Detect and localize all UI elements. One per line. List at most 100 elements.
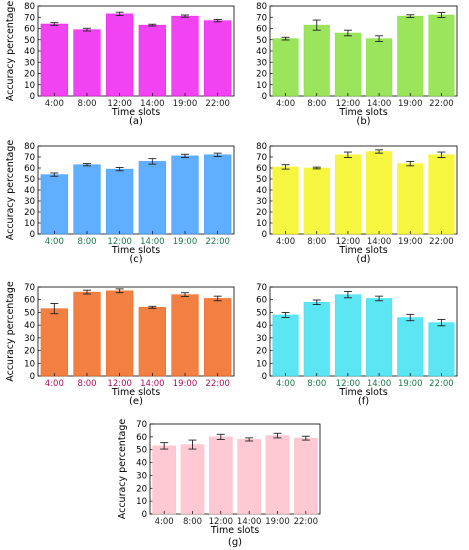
- x-tick-label: 22:00: [294, 517, 319, 527]
- x-tick-label: 4:00: [276, 237, 295, 247]
- axes-frame: [37, 286, 235, 377]
- y-tick-label: 20: [24, 347, 35, 357]
- bar-5: [265, 435, 290, 515]
- x-tick-label: 14:00: [140, 237, 165, 247]
- y-axis-label: Accuracy percentage: [5, 140, 16, 241]
- bar-6: [204, 20, 232, 97]
- x-tick-label: 4:00: [45, 99, 64, 109]
- chart-panel-5: 0 10 20 30 40 50 60 70 4:00 8:00 12:00 14:00 19:00 22…: [5, 281, 235, 407]
- y-tick-label: 60: [256, 164, 267, 174]
- x-tick-label: 12:00: [336, 99, 361, 109]
- y-axis-label: Accuracy percentage: [5, 1, 16, 102]
- bar-2: [73, 291, 101, 377]
- x-tick-label: 22:00: [205, 379, 230, 389]
- bar-4: [237, 439, 262, 515]
- y-tick-label: 0: [262, 92, 267, 102]
- y-tick-label: 80: [256, 2, 267, 12]
- y-tick-label: 70: [24, 153, 35, 163]
- bar-1: [40, 308, 68, 377]
- bar-5: [171, 15, 199, 97]
- bar-3: [334, 32, 361, 97]
- y-tick-label: 50: [24, 36, 35, 46]
- bar-5: [397, 163, 424, 235]
- y-tick-label: 60: [136, 433, 147, 443]
- x-tick-label: 22:00: [429, 237, 454, 247]
- y-tick-label: 50: [24, 175, 35, 185]
- x-tick-label: 12:00: [107, 379, 132, 389]
- x-tick-label: 12:00: [336, 379, 361, 389]
- x-tick-label: 8:00: [183, 517, 202, 527]
- x-axis-label: Time slots: [111, 387, 160, 398]
- y-tick-label: 60: [24, 296, 35, 306]
- bar-1: [272, 314, 299, 377]
- y-tick-label: 20: [256, 208, 267, 218]
- x-axis-label: Time slots: [210, 525, 259, 536]
- bar-2: [303, 167, 330, 235]
- y-tick-label: 70: [24, 13, 35, 23]
- bar-6: [204, 154, 232, 235]
- x-tick-label: 12:00: [209, 517, 234, 527]
- bar-5: [171, 155, 199, 235]
- x-tick-label: 4:00: [155, 517, 174, 527]
- y-tick-label: 10: [256, 359, 267, 369]
- y-tick-label: 20: [256, 347, 267, 357]
- y-tick-label: 30: [24, 58, 35, 68]
- y-tick-label: 0: [262, 372, 267, 382]
- bar-2: [73, 164, 101, 235]
- y-tick-label: 50: [24, 308, 35, 318]
- x-tick-label: 14:00: [140, 99, 165, 109]
- x-tick-label: 19:00: [398, 99, 423, 109]
- y-tick-label: 40: [24, 186, 35, 196]
- bar-3: [334, 154, 361, 235]
- y-tick-label: 70: [256, 13, 267, 23]
- bar-6: [428, 322, 455, 377]
- x-tick-label: 19:00: [173, 99, 198, 109]
- bar-1: [272, 166, 299, 235]
- x-tick-label: 14:00: [367, 379, 392, 389]
- y-tick-label: 40: [24, 47, 35, 57]
- x-tick-label: 22:00: [205, 237, 230, 247]
- y-tick-label: 50: [256, 36, 267, 46]
- x-tick-label: 8:00: [77, 99, 96, 109]
- bar-1: [272, 38, 299, 97]
- x-tick-label: 8:00: [77, 237, 96, 247]
- y-tick-label: 20: [24, 208, 35, 218]
- bar-3: [106, 13, 134, 97]
- y-tick-label: 50: [256, 308, 267, 318]
- axes-frame: [149, 423, 321, 515]
- bar-2: [303, 302, 330, 377]
- x-tick-label: 19:00: [265, 517, 290, 527]
- y-tick-label: 0: [142, 510, 147, 520]
- y-tick-label: 10: [24, 219, 35, 229]
- bar-1: [40, 174, 68, 235]
- y-tick-label: 80: [24, 2, 35, 12]
- bar-2: [73, 29, 101, 97]
- y-tick-label: 0: [30, 230, 35, 240]
- y-tick-label: 10: [24, 359, 35, 369]
- panel-label: (g): [228, 537, 242, 548]
- y-tick-label: 30: [256, 334, 267, 344]
- x-tick-label: 19:00: [398, 379, 423, 389]
- x-tick-label: 4:00: [45, 237, 64, 247]
- bar-3: [208, 436, 233, 515]
- y-tick-label: 50: [256, 175, 267, 185]
- y-tick-label: 20: [256, 70, 267, 80]
- y-tick-label: 20: [24, 70, 35, 80]
- y-tick-label: 60: [24, 25, 35, 35]
- panel-label: (e): [129, 396, 143, 407]
- panel-label: (c): [129, 254, 142, 265]
- y-tick-label: 10: [256, 81, 267, 91]
- bar-3: [334, 294, 361, 377]
- y-tick-label: 40: [256, 321, 267, 331]
- x-tick-label: 14:00: [237, 517, 262, 527]
- bar-5: [397, 317, 424, 377]
- x-axis-label: Time slots: [111, 107, 160, 118]
- x-axis-label: Time slots: [111, 245, 160, 256]
- y-tick-label: 30: [256, 58, 267, 68]
- y-tick-label: 70: [24, 283, 35, 293]
- bar-6: [204, 298, 232, 377]
- panel-label: (b): [356, 116, 370, 127]
